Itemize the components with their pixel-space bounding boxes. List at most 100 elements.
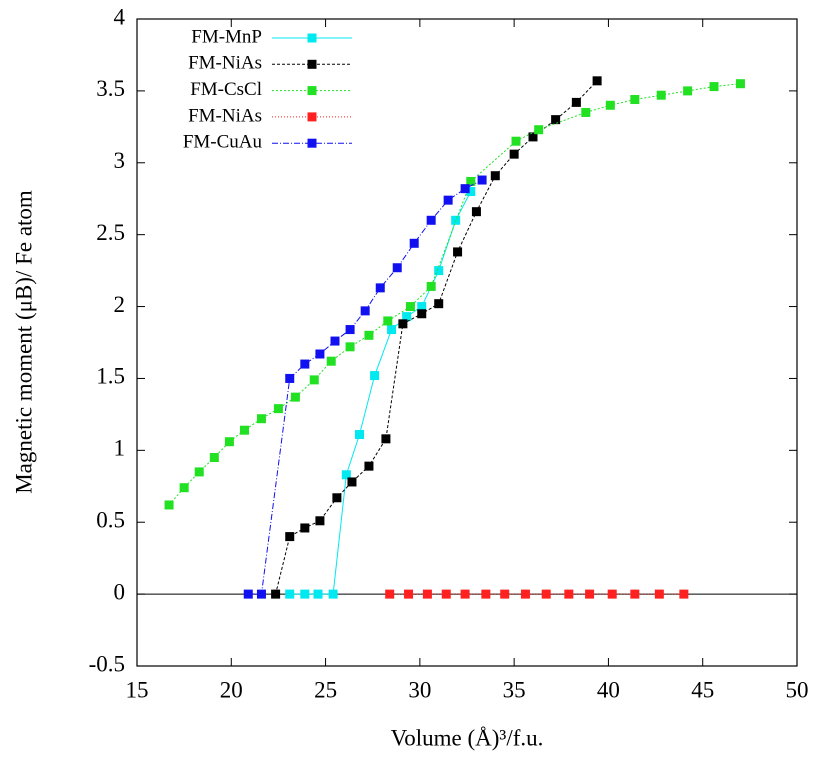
- marker: [370, 371, 380, 381]
- marker: [683, 86, 693, 96]
- y-tick-label: 1: [114, 436, 126, 461]
- marker: [481, 589, 491, 599]
- marker: [300, 359, 310, 369]
- x-tick-label: 25: [314, 677, 337, 702]
- marker: [528, 132, 538, 142]
- x-tick-label: 50: [786, 677, 809, 702]
- marker: [564, 589, 574, 599]
- marker: [290, 392, 300, 402]
- marker: [179, 483, 189, 493]
- marker: [209, 453, 219, 463]
- x-tick-label: 30: [408, 677, 431, 702]
- marker: [630, 95, 640, 105]
- marker: [460, 589, 470, 599]
- marker: [422, 589, 432, 599]
- marker: [460, 184, 470, 194]
- legend-label: FM-CuAu: [183, 132, 263, 153]
- marker: [520, 589, 530, 599]
- x-tick-label: 45: [691, 677, 714, 702]
- marker: [328, 589, 338, 599]
- legend-marker: [307, 138, 317, 148]
- marker: [466, 187, 476, 197]
- marker: [239, 425, 249, 435]
- legend-label: FM-CsCl: [190, 79, 262, 100]
- marker: [375, 283, 385, 293]
- marker: [477, 175, 487, 185]
- marker: [256, 589, 266, 599]
- marker: [326, 356, 336, 366]
- y-tick-label: 3: [114, 148, 126, 173]
- marker: [309, 375, 319, 385]
- marker: [541, 589, 551, 599]
- y-tick-label: 2: [114, 292, 126, 317]
- marker: [511, 136, 521, 146]
- marker: [285, 532, 295, 542]
- y-tick-label: 2.5: [96, 220, 125, 245]
- legend-label: FM-NiAs: [188, 105, 262, 126]
- marker: [315, 516, 325, 526]
- legend-marker: [307, 33, 317, 43]
- marker: [330, 336, 340, 346]
- marker: [409, 238, 419, 248]
- marker: [471, 207, 481, 217]
- marker: [551, 115, 561, 125]
- y-tick-label: 1.5: [96, 364, 125, 389]
- marker: [387, 325, 397, 335]
- legend-label: FM-NiAs: [188, 53, 262, 74]
- legend-marker: [307, 59, 317, 69]
- marker: [243, 589, 253, 599]
- marker: [656, 90, 666, 100]
- marker: [500, 589, 510, 599]
- y-tick-label: -0.5: [89, 651, 125, 676]
- marker: [285, 589, 295, 599]
- x-tick-label: 40: [597, 677, 620, 702]
- y-tick-label: 3.5: [96, 76, 125, 101]
- legend-marker: [307, 86, 317, 96]
- marker: [585, 589, 595, 599]
- marker: [224, 437, 234, 447]
- marker: [679, 589, 689, 599]
- marker: [315, 349, 325, 359]
- marker: [441, 589, 451, 599]
- marker: [271, 589, 281, 599]
- marker: [509, 149, 519, 159]
- marker: [417, 302, 427, 312]
- marker: [347, 477, 357, 487]
- y-tick-label: 0: [114, 579, 126, 604]
- series-line: [289, 191, 472, 595]
- marker: [381, 434, 391, 444]
- marker: [417, 309, 427, 319]
- y-tick-label: 0.5: [96, 508, 125, 533]
- marker: [341, 470, 351, 480]
- marker: [364, 461, 374, 471]
- marker: [592, 76, 602, 86]
- marker: [434, 299, 444, 309]
- marker: [402, 312, 412, 322]
- plot-frame: [136, 18, 798, 667]
- x-tick-label: 35: [503, 677, 526, 702]
- marker: [490, 171, 500, 181]
- marker: [426, 281, 436, 291]
- marker: [194, 467, 204, 477]
- marker: [630, 589, 640, 599]
- marker: [164, 500, 174, 510]
- series-line: [248, 179, 483, 595]
- marker: [534, 125, 544, 135]
- marker: [313, 589, 323, 599]
- marker: [605, 100, 615, 110]
- marker: [709, 82, 719, 92]
- marker: [434, 266, 444, 276]
- marker: [285, 373, 295, 383]
- marker: [404, 589, 414, 599]
- marker: [273, 404, 283, 414]
- marker: [364, 330, 374, 340]
- marker: [443, 195, 453, 205]
- marker: [581, 107, 591, 117]
- marker: [571, 97, 581, 107]
- marker: [355, 430, 365, 440]
- x-tick-label: 20: [220, 677, 243, 702]
- marker: [256, 414, 266, 424]
- marker: [360, 306, 370, 316]
- marker: [332, 493, 342, 503]
